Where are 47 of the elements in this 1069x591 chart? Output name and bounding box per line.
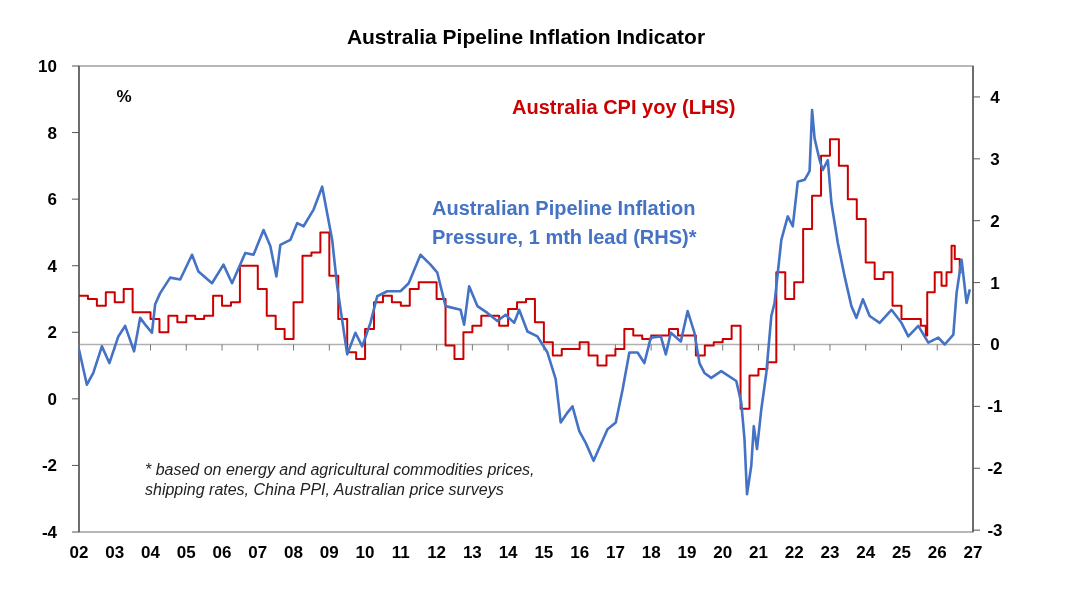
x-tick-label: 13 [462, 543, 482, 562]
x-tick-label: 24 [856, 543, 876, 562]
x-tick-label: 19 [677, 543, 697, 562]
y2-tick-label: 0 [990, 335, 1000, 355]
annotation: * based on energy and agricultural commodities prices, shipping rates, China PPI, Australian price surveys [145, 461, 535, 498]
x-tick-label: 26 [927, 543, 947, 562]
y-tick-label: 6 [47, 190, 57, 210]
y-tick-label: 0 [47, 389, 57, 409]
x-tick-label: 23 [820, 543, 840, 562]
series-label: Australian Pipeline Inflation Pressure, 1 mth lead (RHS)* [432, 197, 697, 248]
x-tick-label: 27 [963, 543, 983, 562]
x-tick-label: 07 [248, 543, 268, 562]
x-tick-label: 05 [176, 543, 196, 562]
y2-tick-label: 4 [990, 87, 1001, 107]
x-tick-label: 22 [784, 543, 804, 562]
y-tick-label: -2 [41, 456, 57, 476]
y2-tick-label: -1 [987, 397, 1003, 417]
x-tick-label: 09 [319, 543, 339, 562]
y2-tick-label: 1 [990, 273, 1000, 293]
x-tick-label: 04 [141, 543, 161, 562]
y2-tick-label: -2 [987, 459, 1003, 479]
x-tick-label: 11 [391, 543, 410, 562]
x-tick-label: 17 [605, 543, 625, 562]
x-tick-label: 16 [570, 543, 590, 562]
x-tick-label: 12 [427, 543, 447, 562]
x-tick-label: 06 [212, 543, 232, 562]
y2-tick-label: -3 [987, 521, 1003, 541]
x-tick-label: 08 [284, 543, 304, 562]
y-axis-title: % [116, 87, 132, 106]
x-tick-label: 15 [534, 543, 554, 562]
x-tick-label: 21 [748, 543, 768, 562]
x-tick-label: 18 [641, 543, 661, 562]
chart-title: Australia Pipeline Inflation Indicator [346, 25, 706, 48]
y-tick-label: 10 [38, 56, 57, 76]
x-tick-label: 10 [355, 543, 375, 562]
y-tick-label: 2 [47, 323, 57, 343]
y2-tick-label: 2 [990, 211, 1000, 231]
x-tick-label: 14 [498, 543, 519, 562]
y2-tick-label: 3 [990, 149, 1000, 169]
x-tick-label: 25 [892, 543, 911, 562]
x-tick-label: 02 [69, 543, 89, 562]
y-tick-label: 4 [47, 256, 58, 276]
y-tick-label: -4 [41, 522, 58, 542]
text: Australia CPI yoy (LHS) [512, 96, 736, 118]
y-tick-label: 8 [47, 123, 57, 143]
x-tick-label: 03 [105, 543, 125, 562]
x-tick-label: 20 [713, 543, 733, 562]
